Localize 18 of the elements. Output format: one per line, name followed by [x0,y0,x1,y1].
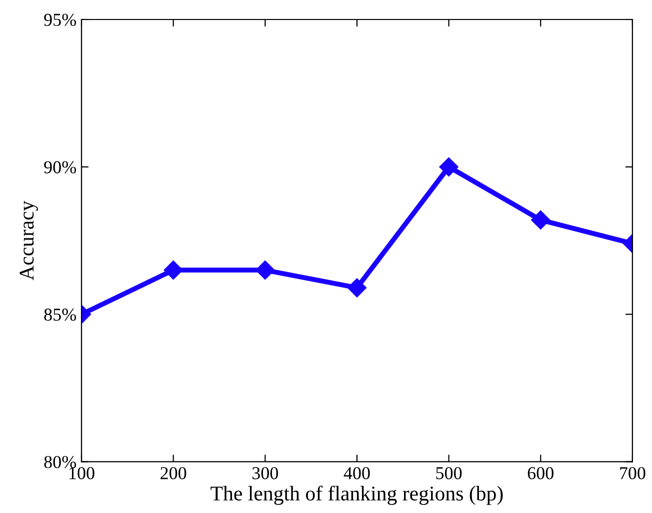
point [347,278,367,298]
x-axis-title: The length of flanking regions (bp) [210,486,503,505]
point [164,260,183,280]
x-tick-label: 300 [252,467,278,480]
y-tick-label: 80% [44,456,76,468]
x-tick-label: 400 [344,467,370,480]
x-tick-label: 100 [70,467,94,480]
y-tick-label: 85% [44,308,76,321]
point [531,210,550,230]
point [256,260,275,280]
x-tick-label: 600 [528,467,554,480]
y-axis-title: Accuracy [20,200,38,280]
x-tick-label: 200 [160,467,186,480]
y-tick-label: 95% [44,14,76,26]
x-tick-label: 500 [436,467,462,480]
y-tick-label: 90% [44,161,76,174]
x-tick-label: 700 [620,467,646,480]
point [439,157,458,176]
